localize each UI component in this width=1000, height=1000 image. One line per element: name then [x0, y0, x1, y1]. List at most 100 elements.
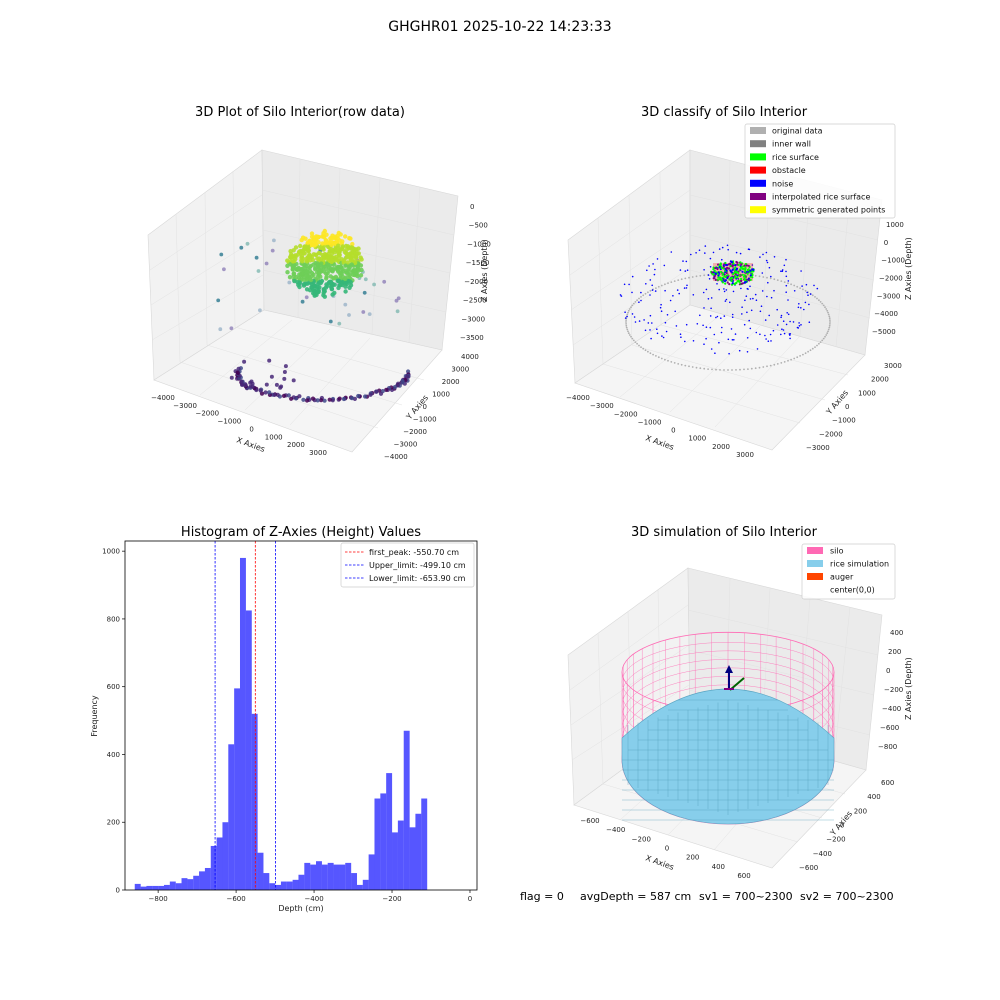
legend-label: original data: [772, 127, 823, 136]
surface-point: [298, 243, 303, 249]
surface-point: [343, 289, 348, 294]
noise-point: [781, 328, 783, 331]
noise-point: [800, 270, 802, 272]
histogram-ytick-label: 1000: [102, 548, 120, 556]
wall-point: [250, 381, 255, 386]
surface-point: [322, 235, 327, 240]
noise-point: [679, 269, 682, 271]
auger-arrow-z-head: [725, 665, 733, 673]
histogram-bar: [286, 881, 293, 890]
histogram-bar: [181, 878, 188, 890]
scatter-point: [396, 296, 401, 301]
noise-point: [768, 266, 771, 269]
noise-point: [773, 255, 776, 258]
noise-point: [772, 329, 775, 332]
original-data-point: [790, 358, 792, 361]
noise-point: [631, 291, 633, 294]
panel2-zlabel: Z Axies (Depth): [904, 237, 913, 300]
surface-point: [711, 271, 714, 274]
surface-point: [311, 262, 316, 267]
surface-point: [302, 264, 307, 269]
surface-point: [714, 272, 718, 275]
wall-point: [319, 398, 324, 403]
wall-point: [272, 392, 277, 397]
original-data-point: [626, 313, 629, 316]
original-data-point: [699, 367, 702, 370]
original-data-point: [766, 365, 768, 368]
surface-point: [724, 261, 727, 265]
surface-point: [298, 249, 303, 254]
surface-point: [724, 282, 727, 285]
histogram-bar: [269, 883, 276, 890]
original-data-point: [673, 362, 676, 364]
surface-point: [336, 278, 341, 283]
panel2-z-tick-label: −5000: [872, 328, 896, 336]
surface-point: [304, 269, 310, 274]
surface-point: [721, 273, 724, 276]
original-data-point: [754, 367, 757, 370]
wall-point: [242, 359, 247, 364]
surface-point: [725, 269, 728, 272]
panel3-title: Histogram of Z-Axies (Height) Values: [181, 525, 421, 540]
panel-histogram: Histogram of Z-Axies (Height) Values −80…: [90, 525, 478, 913]
original-data-point: [816, 344, 818, 347]
surface-point: [744, 270, 747, 273]
panel1-x-tick-label: −4000: [151, 394, 175, 402]
original-data-point: [631, 304, 634, 307]
surface-point: [743, 275, 746, 278]
wall-point: [267, 358, 272, 363]
scatter-point: [219, 252, 224, 257]
panel1-z-tick-label: −1000: [467, 240, 491, 248]
noise-point: [746, 337, 749, 339]
histogram-bar: [421, 798, 428, 890]
surface-point: [315, 256, 320, 261]
panel1-y-tick-label: 4000: [461, 353, 479, 361]
original-data-point: [684, 277, 687, 280]
original-data-point: [799, 287, 801, 289]
surface-point: [749, 274, 752, 277]
surface-point: [725, 263, 728, 267]
surface-point: [330, 258, 335, 263]
original-data-point: [824, 306, 826, 309]
surface-point: [740, 263, 743, 266]
surface-point: [321, 287, 326, 292]
noise-point: [703, 343, 705, 346]
panel2-y-tick-label: 3000: [884, 362, 902, 370]
noise-point: [800, 324, 802, 326]
wall-point: [258, 388, 263, 393]
panel2-y-tick-label: 1000: [858, 389, 876, 397]
surface-point: [736, 276, 739, 279]
panel4-z-tick-label: −600: [880, 724, 899, 732]
original-data-point: [827, 328, 830, 331]
wall-point: [291, 378, 296, 383]
legend-label: center(0,0): [830, 586, 875, 595]
histogram-reference-lines: [214, 541, 276, 890]
wall-point: [264, 382, 269, 387]
surface-point: [719, 278, 722, 281]
panel1-x-tick-label: 2000: [287, 441, 305, 449]
original-data-point: [625, 326, 628, 329]
original-data-point: [807, 350, 809, 353]
noise-point: [783, 264, 786, 267]
original-data-point: [652, 353, 654, 356]
histogram-bars: [134, 557, 428, 890]
scatter-point: [258, 308, 262, 313]
noise-point: [806, 291, 808, 294]
surface-point: [344, 251, 349, 256]
surface-point: [751, 276, 754, 279]
histogram-bar: [333, 864, 340, 890]
noise-point: [749, 298, 752, 300]
original-data-point: [754, 274, 757, 277]
panel-classify-scatter: 3D classify of Silo Interior −4000−3000−…: [566, 105, 913, 459]
surface-point: [737, 263, 740, 266]
panel4-z-tick-label: 400: [890, 629, 903, 637]
wall-point: [327, 397, 332, 402]
histogram-bar: [392, 832, 398, 890]
noise-point: [686, 284, 688, 287]
original-data-point: [638, 344, 640, 347]
surface-point: [726, 276, 729, 280]
noise-point: [698, 249, 701, 251]
surface-point: [722, 265, 726, 268]
wall-point: [282, 376, 287, 381]
histogram-bar: [228, 744, 235, 890]
